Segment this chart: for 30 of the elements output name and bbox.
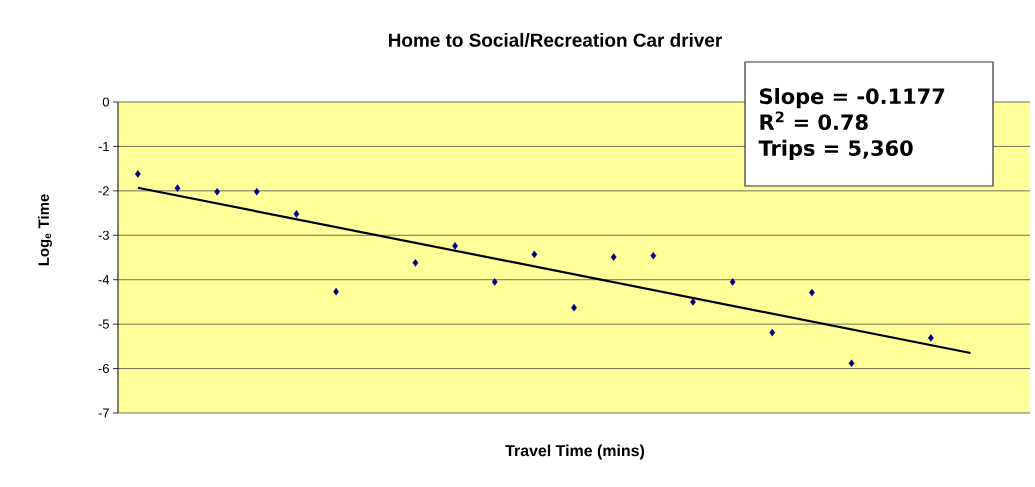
chart-title: Home to Social/Recreation Car driver (389, 32, 722, 48)
point (769, 328, 776, 337)
point (174, 184, 181, 192)
point (412, 259, 419, 267)
point (650, 251, 657, 260)
point (729, 278, 736, 286)
x-axis-title: Travel Time (mins) (505, 444, 645, 460)
y-tick-label: -5 (98, 319, 109, 329)
y-axis-title: Log$_{e}$ Time (38, 194, 53, 266)
annotation: Slope = -0.1177 (760, 87, 945, 109)
point (531, 250, 538, 259)
y-tick-label: -4 (98, 275, 110, 285)
point (927, 334, 934, 342)
y-tick-label: 0 (102, 97, 109, 107)
point (452, 242, 458, 250)
point (491, 278, 498, 286)
y-tick-label: -7 (98, 408, 109, 418)
y-tick-label: -3 (98, 230, 109, 240)
point (690, 298, 696, 306)
point (610, 253, 617, 261)
annotation: R$^{2}$ = 0.78 (760, 111, 868, 131)
annotation: Trips = 5,360 (758, 139, 913, 161)
y-tick-label: -6 (98, 363, 109, 374)
y-tick-label: -1 (98, 141, 109, 151)
point (214, 187, 221, 196)
point (293, 210, 300, 218)
point (848, 359, 855, 368)
y-tick-label: -2 (98, 186, 109, 196)
point (253, 187, 260, 196)
point (134, 170, 141, 178)
